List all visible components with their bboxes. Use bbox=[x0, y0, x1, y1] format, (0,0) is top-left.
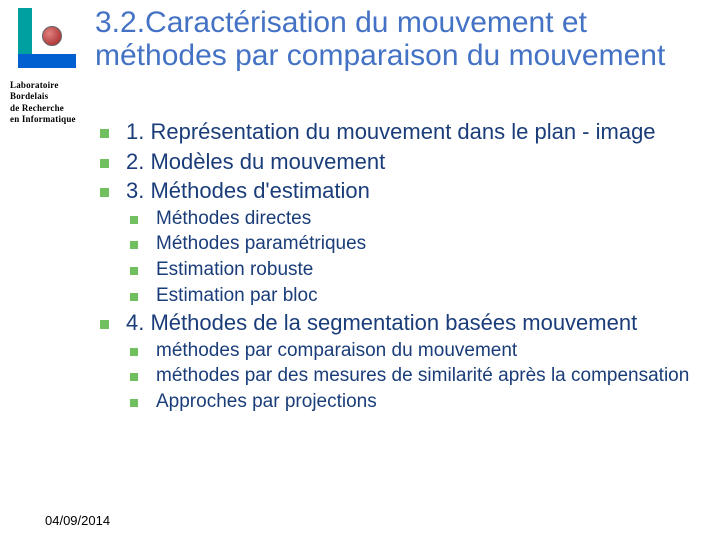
logo-caption-line: en Informatique bbox=[10, 114, 90, 125]
bullet-level2: Méthodes directes bbox=[130, 207, 700, 232]
bullet-level1: 2. Modèles du mouvement bbox=[100, 148, 700, 176]
footer-date: 04/09/2014 bbox=[45, 513, 110, 528]
logo-area: Laboratoire Bordelais de Recherche en In… bbox=[10, 8, 90, 125]
bullet-level2: Méthodes paramétriques bbox=[130, 232, 700, 257]
slide-content: 1. Représentation du mouvement dans le p… bbox=[100, 118, 700, 416]
bullet-level2: méthodes par des mesures de similarité a… bbox=[130, 364, 700, 389]
bullet-level1: 3. Méthodes d'estimation bbox=[100, 177, 700, 205]
slide-title: 3.2.Caractérisation du mouvement et méth… bbox=[95, 6, 700, 72]
bullet-level1: 1. Représentation du mouvement dans le p… bbox=[100, 118, 700, 146]
bullet-level2: Approches par projections bbox=[130, 390, 700, 415]
bullet-level2: méthodes par comparaison du mouvement bbox=[130, 339, 700, 364]
logo-caption-line: Laboratoire Bordelais bbox=[10, 80, 90, 103]
bullet-level2: Estimation robuste bbox=[130, 258, 700, 283]
bullet-level2: Estimation par bloc bbox=[130, 284, 700, 309]
logo-caption: Laboratoire Bordelais de Recherche en In… bbox=[10, 80, 90, 125]
labri-logo bbox=[10, 8, 80, 68]
logo-caption-line: de Recherche bbox=[10, 103, 90, 114]
bullet-level1: 4. Méthodes de la segmentation basées mo… bbox=[100, 309, 700, 337]
